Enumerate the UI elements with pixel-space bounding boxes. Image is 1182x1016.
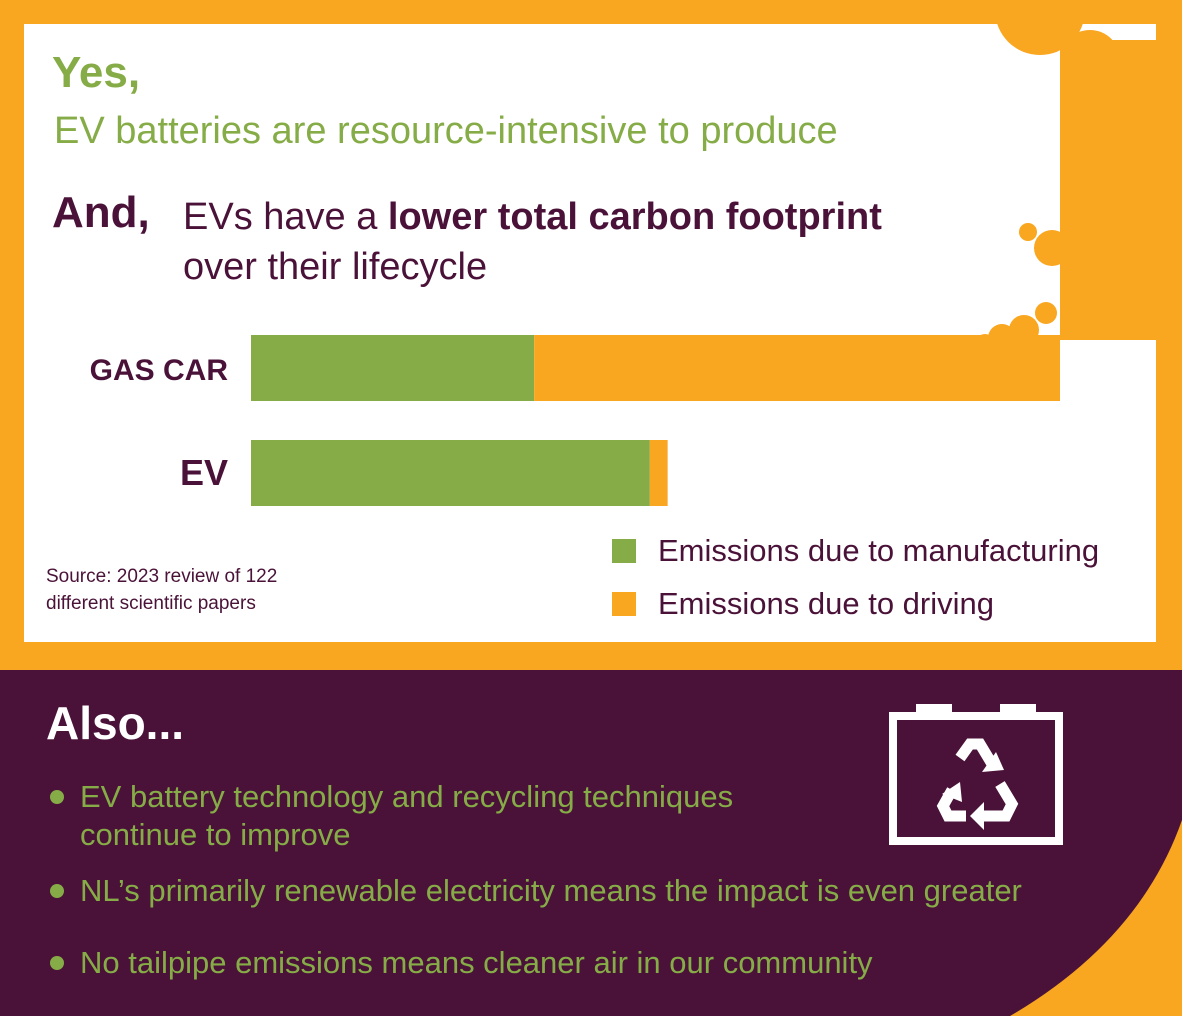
- legend-item-manufacturing: Emissions due to manufacturing: [612, 533, 1099, 569]
- bullet-text-3: No tailpipe emissions means cleaner air …: [80, 945, 873, 980]
- headline-subtitle: EV batteries are resource-intensive to p…: [54, 110, 838, 152]
- category-label-gas-car: GAS CAR: [90, 354, 229, 387]
- emissions-bar-chart: GAS CAR EV: [90, 335, 1060, 506]
- bullet-dot-2: [50, 884, 64, 898]
- legend-item-driving: Emissions due to driving: [612, 586, 994, 622]
- legend-label-manufacturing: Emissions due to manufacturing: [658, 533, 1100, 568]
- category-label-ev: EV: [180, 452, 228, 493]
- bullet-1-line-1: EV battery technology and recycling tech…: [80, 779, 734, 814]
- bar-ev-driving: [649, 440, 668, 506]
- source-line-1: Source: 2023 review of 122: [46, 566, 278, 587]
- source-line-2: different scientific papers: [46, 593, 256, 614]
- claim-line-1: EVs have a lower total carbon footprint: [183, 190, 882, 244]
- legend-swatch-orange: [612, 592, 636, 616]
- bullet-text-2: NL’s primarily renewable electricity mea…: [80, 873, 1022, 908]
- headline-and: And,: [52, 188, 150, 237]
- battery-recycle-icon: [889, 704, 1063, 845]
- bullet-dot-3: [50, 956, 64, 970]
- bar-ev-manufacturing: [251, 440, 650, 506]
- top-panel: [24, 24, 1156, 642]
- headline-yes: Yes,: [52, 48, 141, 97]
- bullet-dot-1: [50, 790, 64, 804]
- also-heading: Also...: [46, 697, 185, 749]
- legend-swatch-green: [612, 539, 636, 563]
- claim-text: EVs have a: [183, 196, 388, 238]
- bar-gas-car-manufacturing: [251, 335, 535, 401]
- bullet-text-1: EV battery technology and recycling tech…: [80, 778, 733, 854]
- legend-label-driving: Emissions due to driving: [658, 586, 994, 621]
- bar-gas-car-driving: [534, 335, 1060, 401]
- claim-line-2: over their lifecycle: [183, 246, 488, 288]
- claim-emphasis: lower total carbon footprint: [387, 196, 882, 238]
- bottom-purple-panel: [0, 670, 1182, 1016]
- source-note: Source: 2023 review of 122 different sci…: [46, 563, 277, 617]
- bullet-1-line-2: continue to improve: [80, 817, 351, 852]
